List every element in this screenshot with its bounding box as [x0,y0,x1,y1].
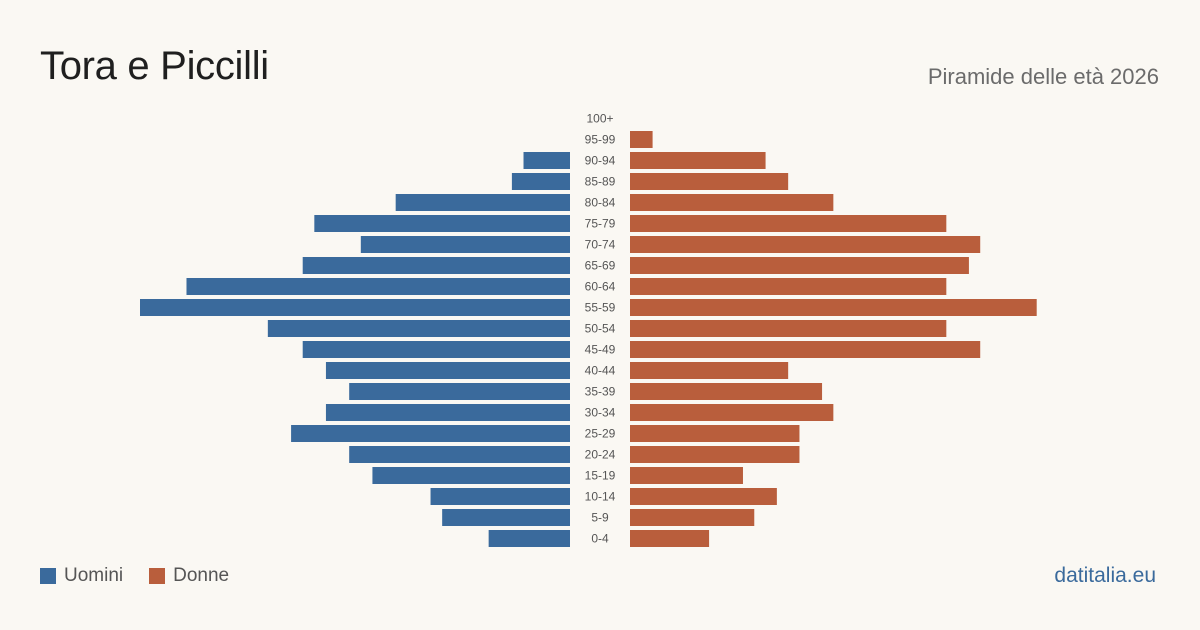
bar-women-85-89[interactable] [630,173,789,190]
age-label-85-89: 85-89 [585,175,616,189]
bar-women-35-39[interactable] [630,383,823,400]
bar-women-20-24[interactable] [630,446,800,463]
bar-men-70-74[interactable] [360,236,570,253]
bar-women-25-29[interactable] [630,425,800,442]
legend-swatch-women [149,568,166,584]
bar-women-75-79[interactable] [630,215,947,232]
bar-women-50-54[interactable] [630,320,947,337]
legend: Uomini Donne [40,565,255,587]
age-label-80-84: 80-84 [585,196,616,210]
legend-swatch-men [40,568,56,584]
bar-women-95-99[interactable] [630,131,653,148]
age-label-35-39: 35-39 [585,385,616,399]
bar-women-30-34[interactable] [630,404,834,421]
bar-women-5-9[interactable] [630,509,755,526]
bar-women-10-14[interactable] [630,488,777,505]
bar-men-15-19[interactable] [372,467,570,484]
age-label-20-24: 20-24 [585,448,616,462]
bar-women-45-49[interactable] [630,341,981,358]
age-label-55-59: 55-59 [585,301,616,315]
age-label-95-99: 95-99 [585,133,616,147]
age-label-70-74: 70-74 [585,238,616,252]
bar-men-25-29[interactable] [291,425,570,442]
bar-women-55-59[interactable] [630,299,1037,316]
bar-men-50-54[interactable] [267,320,570,337]
age-label-50-54: 50-54 [585,322,616,336]
bar-women-15-19[interactable] [630,467,743,484]
bar-women-60-64[interactable] [630,278,947,295]
age-label-65-69: 65-69 [585,259,616,273]
bar-men-5-9[interactable] [442,509,570,526]
bar-men-75-79[interactable] [314,215,570,232]
bar-men-0-4[interactable] [488,530,570,547]
age-label-25-29: 25-29 [585,427,616,441]
age-label-45-49: 45-49 [585,343,616,357]
bar-women-80-84[interactable] [630,194,834,211]
age-label-60-64: 60-64 [585,280,616,294]
bar-men-80-84[interactable] [395,194,570,211]
age-label-10-14: 10-14 [585,490,616,504]
legend-label-men: Uomini [64,565,124,586]
age-label-0-4: 0-4 [591,532,609,546]
bar-women-40-44[interactable] [630,362,789,379]
bar-men-35-39[interactable] [349,383,570,400]
brand-link[interactable]: datitalia.eu [1054,564,1156,587]
bar-women-90-94[interactable] [630,152,766,169]
bar-men-65-69[interactable] [302,257,570,274]
bar-women-70-74[interactable] [630,236,981,253]
age-label-5-9: 5-9 [591,511,609,525]
bar-men-55-59[interactable] [140,299,570,316]
chart-subtitle: Piramide delle età 2026 [927,64,1159,89]
age-label-90-94: 90-94 [585,154,616,168]
bar-women-0-4[interactable] [630,530,710,547]
age-label-30-34: 30-34 [585,406,616,420]
legend-item-men: Uomini [40,565,123,587]
bar-men-10-14[interactable] [430,488,570,505]
bar-men-60-64[interactable] [186,278,570,295]
legend-item-women: Donne [149,565,229,587]
age-label-40-44: 40-44 [585,364,616,378]
chart-title: Tora e Piccilli [40,44,269,88]
bar-men-20-24[interactable] [349,446,570,463]
age-label-15-19: 15-19 [585,469,616,483]
bar-men-90-94[interactable] [523,152,570,169]
bar-men-85-89[interactable] [511,173,570,190]
age-label-75-79: 75-79 [585,217,616,231]
bar-men-45-49[interactable] [302,341,570,358]
age-label-100plus: 100+ [586,112,613,126]
legend-label-women: Donne [173,565,230,586]
bar-men-30-34[interactable] [325,404,570,421]
bar-men-40-44[interactable] [325,362,570,379]
bar-women-65-69[interactable] [630,257,969,274]
